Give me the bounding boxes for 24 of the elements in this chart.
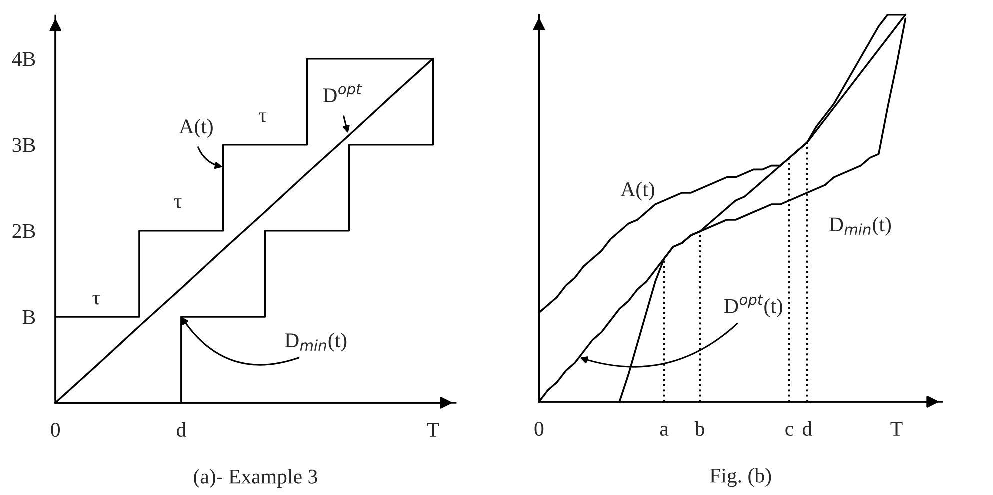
annotation: τ	[259, 112, 267, 122]
annotation: τ	[92, 295, 100, 305]
x-tick-label: c	[786, 426, 794, 436]
annotation: D$^{opt}$	[323, 84, 362, 102]
y-tick-label: 4B	[12, 52, 36, 66]
annotation: D$_{min}$(t)	[830, 217, 892, 236]
annotation: D$_{min}$(t)	[285, 332, 347, 352]
annotation: τ	[174, 198, 182, 208]
x-tick-label: 0	[51, 422, 60, 438]
y-tick-label: 3B	[12, 138, 36, 152]
x-tick-label: a	[660, 426, 669, 436]
text: (a)- Example 3	[194, 469, 318, 488]
y-tick-label: 2B	[12, 224, 36, 238]
y-tick-label: B	[22, 310, 36, 324]
x-tick-label: 0	[534, 422, 544, 436]
x-tick-label: b	[694, 421, 705, 436]
x-tick-label: T	[890, 422, 903, 436]
x-tick-label: d	[802, 421, 812, 436]
annotation: D$^{opt}$(t)	[724, 294, 782, 318]
annotation: A(t)	[179, 119, 213, 138]
x-tick-label: d	[176, 422, 186, 438]
annotation: A(t)	[620, 182, 654, 201]
x-tick-label: T	[427, 423, 440, 437]
text: Fig. (b)	[710, 468, 772, 488]
